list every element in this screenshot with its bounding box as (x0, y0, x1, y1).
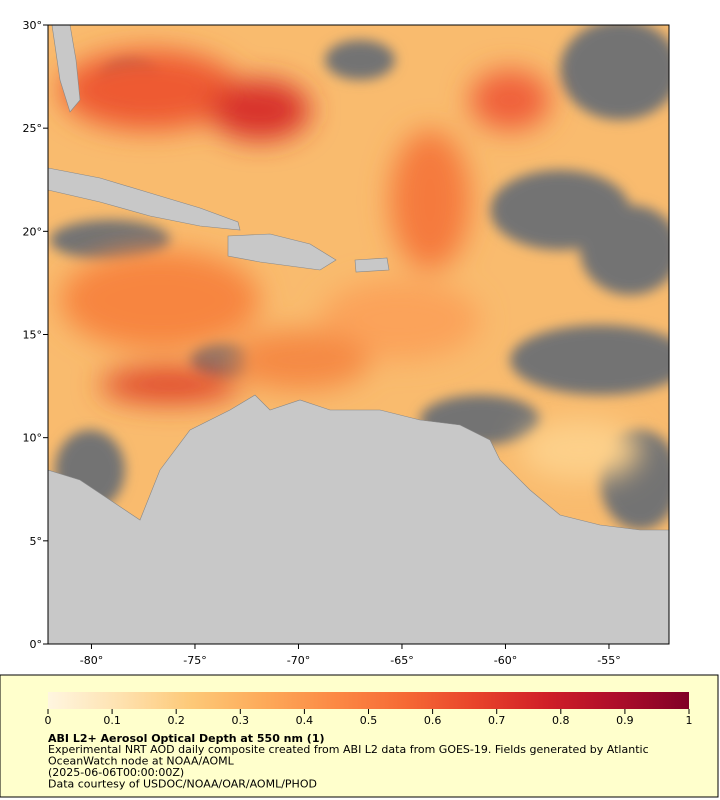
caption-line: Experimental NRT AOD daily composite cre… (48, 743, 649, 756)
colorbar-tick-label: 0.2 (167, 714, 185, 727)
colorbar-tick-label: 0.3 (232, 714, 250, 727)
x-tick-label: -80° (80, 654, 103, 667)
colorbar-tick-label: 1 (686, 714, 693, 727)
caption-line: (2025-06-06T00:00:00Z) (48, 766, 184, 779)
colorbar-tick-label: 0.1 (103, 714, 121, 727)
x-tick-label: -70° (287, 654, 310, 667)
colorbar-tick-label: 0.8 (552, 714, 570, 727)
y-tick-label: 10° (23, 432, 43, 445)
y-tick-label: 20° (23, 225, 43, 238)
x-tick-label: -75° (183, 654, 206, 667)
y-tick-label: 0° (30, 638, 43, 651)
y-tick-label: 15° (23, 329, 43, 342)
colorbar-tick-label: 0.7 (488, 714, 506, 727)
x-tick-label: -60° (494, 654, 517, 667)
caption-line: OceanWatch node at NOAA/AOML (48, 755, 235, 768)
colorbar-tick-label: 0.5 (360, 714, 378, 727)
x-tick-label: -65° (390, 654, 413, 667)
y-tick-label: 5° (30, 535, 43, 548)
x-tick-label: -55° (597, 654, 620, 667)
colorbar-tick-label: 0.9 (616, 714, 634, 727)
colorbar-tick-label: 0.4 (296, 714, 314, 727)
colorbar (48, 692, 689, 709)
y-tick-label: 25° (23, 122, 43, 135)
y-tick-label: 30° (23, 19, 43, 32)
map-image (48, 25, 669, 644)
caption-title: ABI L2+ Aerosol Optical Depth at 550 nm … (48, 732, 325, 745)
colorbar-tick-label: 0 (45, 714, 52, 727)
caption-line: Data courtesy of USDOC/NOAA/OAR/AOML/PHO… (48, 778, 317, 791)
colorbar-tick-label: 0.6 (424, 714, 442, 727)
